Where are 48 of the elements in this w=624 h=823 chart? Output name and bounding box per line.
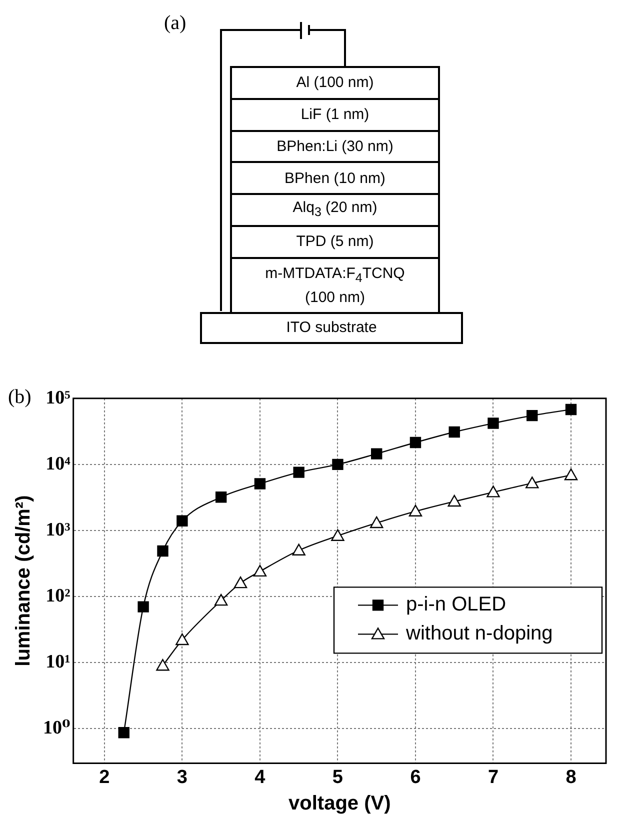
y-tick-label: 10⁰ [42, 718, 70, 739]
x-tick-label: 5 [332, 766, 344, 788]
y-tick-label: 10⁴ [46, 453, 71, 474]
y-axis-title: luminance (cd/m²) [12, 495, 35, 666]
layer-stack: Al (100 nm) LiF (1 nm) BPhen:Li (30 nm) BPhen (10 nm) Alq$_{3}$ (20 nm) TPD (5 nm) m-MTDATA:F$_{4}$TCNQ (100 nm) [230, 66, 440, 312]
y-tick-label: 10² [46, 585, 71, 606]
x-tick-label: 3 [176, 766, 188, 788]
point [156, 659, 170, 671]
point [370, 516, 384, 528]
legend-label: p-i-n OLED [406, 594, 506, 616]
point [564, 468, 578, 480]
point [138, 601, 149, 612]
point [410, 436, 422, 448]
point [332, 458, 344, 470]
y-tick-label: 10¹ [46, 652, 70, 673]
point [293, 466, 304, 478]
x-tick-label: 8 [566, 766, 576, 788]
point [234, 576, 248, 588]
text: ITO substrate [286, 319, 377, 336]
point [488, 418, 499, 429]
x-tick-label: 4 [254, 766, 266, 788]
point [526, 476, 539, 488]
text: (a) [164, 12, 186, 35]
x-tick-label: 7 [488, 766, 499, 788]
x-tick-label: 6 [410, 766, 421, 788]
point [486, 486, 500, 498]
point [254, 478, 266, 490]
legend-label: without n-doping [405, 622, 553, 645]
point [448, 426, 460, 438]
point [176, 515, 188, 526]
point [157, 545, 168, 557]
point [371, 448, 382, 460]
x-axis-title: voltage (V) [288, 792, 391, 815]
point [331, 529, 344, 541]
y-tick-label: 10³ [46, 519, 71, 540]
point [118, 727, 130, 738]
point [292, 544, 306, 556]
y-tick-label: 10⁵ [46, 387, 71, 408]
point [176, 633, 189, 646]
point [565, 404, 577, 416]
x-tick-label: 2 [99, 766, 110, 788]
point [448, 494, 461, 507]
point [526, 410, 538, 422]
chart-title: (b) [8, 386, 32, 409]
point [214, 594, 228, 606]
point [215, 492, 227, 503]
point [253, 564, 267, 577]
point [408, 504, 422, 516]
